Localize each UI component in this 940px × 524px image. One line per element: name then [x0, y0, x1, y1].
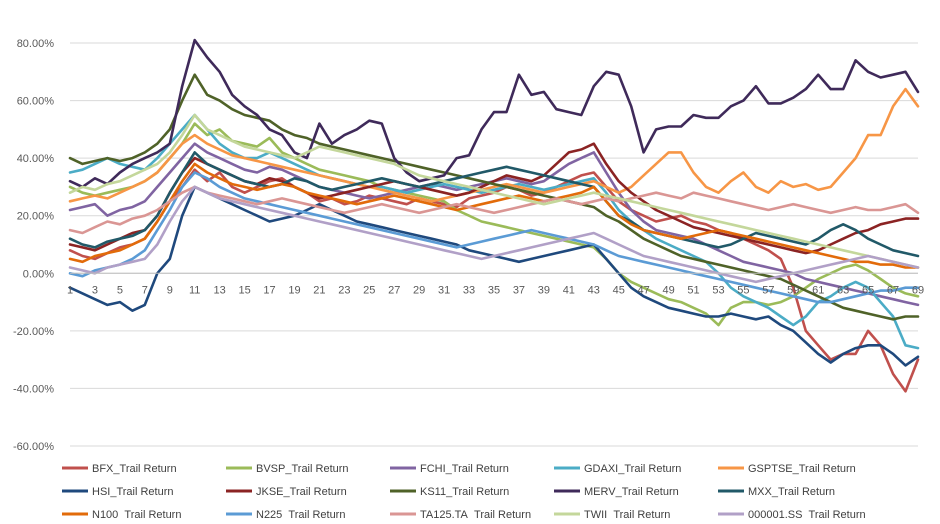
x-tick-label: 63 [837, 284, 849, 296]
series-line [68, 142, 920, 255]
x-tick-label: 59 [787, 284, 799, 296]
x-tick-label: 19 [288, 284, 300, 296]
series-line [68, 168, 920, 393]
y-tick-label: -40.00% [13, 383, 54, 395]
x-tick-label: 67 [887, 284, 899, 296]
x-tick-label: 49 [662, 284, 674, 296]
series-line [68, 113, 920, 269]
x-tick-label: 55 [737, 284, 749, 296]
x-tick-label: 9 [167, 284, 173, 296]
legend-label: HSI_Trail Return [92, 486, 174, 498]
legend-label: FCHI_Trail Return [420, 463, 509, 475]
x-tick-label: 15 [238, 284, 250, 296]
x-tick-label: 29 [413, 284, 425, 296]
x-tick-label: 57 [762, 284, 774, 296]
y-tick-label: 60.00% [17, 96, 55, 108]
legend-label: N100_Trail Return [92, 509, 181, 519]
x-tick-label: 65 [862, 284, 874, 296]
x-tick-label: 1 [67, 284, 73, 296]
y-tick-label: 80.00% [17, 38, 55, 50]
x-tick-label: 69 [912, 284, 924, 296]
legend-label: 000001.SS_Trail Return [748, 509, 866, 519]
x-tick-label: 31 [438, 284, 450, 296]
x-tick-label: 5 [117, 284, 123, 296]
legend-label: JKSE_Trail Return [256, 486, 347, 498]
y-tick-label: -60.00% [13, 441, 54, 453]
legend-label: TWII_Trail Return [584, 509, 670, 519]
x-tick-label: 61 [812, 284, 824, 296]
x-tick-label: 25 [363, 284, 375, 296]
y-tick-label: 20.00% [17, 211, 55, 223]
x-axis: 1 3 5 7 9 11 13 15 17 19 21 23 25 27 29 31 33 35 37 39 41 43 4… [67, 272, 924, 296]
x-tick-label: 47 [638, 284, 650, 296]
y-tick-label: 40.00% [17, 153, 55, 165]
x-tick-label: 43 [588, 284, 600, 296]
series-line [68, 151, 920, 258]
series-line [68, 171, 920, 304]
y-axis: 80.00% 60.00% 40.00% 20.00% 0.00% -20.00% -40.… [13, 38, 54, 453]
x-tick-label: 51 [687, 284, 699, 296]
x-tick-label: 53 [712, 284, 724, 296]
x-tick-label: 39 [538, 284, 550, 296]
y-tick-label: -20.00% [13, 326, 54, 338]
legend-label: MERV_Trail Return [584, 486, 679, 498]
x-tick-label: 23 [338, 284, 350, 296]
legend-label: BVSP_Trail Return [256, 463, 349, 475]
x-tick-label: 41 [563, 284, 575, 296]
legend-label: KS11_Trail Return [420, 486, 509, 498]
x-tick-label: 37 [513, 284, 525, 296]
series-lines [68, 38, 920, 393]
x-tick-label: 27 [388, 284, 400, 296]
x-tick-label: 11 [189, 284, 200, 296]
legend-label: BFX_Trail Return [92, 463, 177, 475]
y-tick-label: 0.00% [23, 268, 54, 280]
series-line [68, 87, 920, 203]
x-tick-label: 7 [142, 284, 148, 296]
x-tick-label: 45 [613, 284, 625, 296]
series-line [68, 38, 920, 189]
series-line [68, 162, 920, 269]
x-tick-label: 17 [263, 284, 275, 296]
legend: BFX_Trail Return BVSP_Trail Return FCHI_Tr… [62, 463, 866, 521]
x-tick-label: 21 [313, 284, 325, 296]
x-tick-label: 35 [488, 284, 500, 296]
x-tick-label: 33 [463, 284, 475, 296]
legend-label: TA125.TA_Trail Return [420, 509, 531, 519]
legend-label: N225_Trail Return [256, 509, 345, 519]
x-tick-label: 13 [214, 284, 226, 296]
series-line [68, 113, 920, 350]
series-line [68, 185, 920, 284]
legend-label: GSPTSE_Trail Return [748, 463, 856, 475]
legend-label: MXX_Trail Return [748, 486, 835, 498]
grid-lines [70, 42, 918, 447]
x-tick-label: 3 [92, 284, 98, 296]
legend-label: GDAXI_Trail Return [584, 463, 681, 475]
